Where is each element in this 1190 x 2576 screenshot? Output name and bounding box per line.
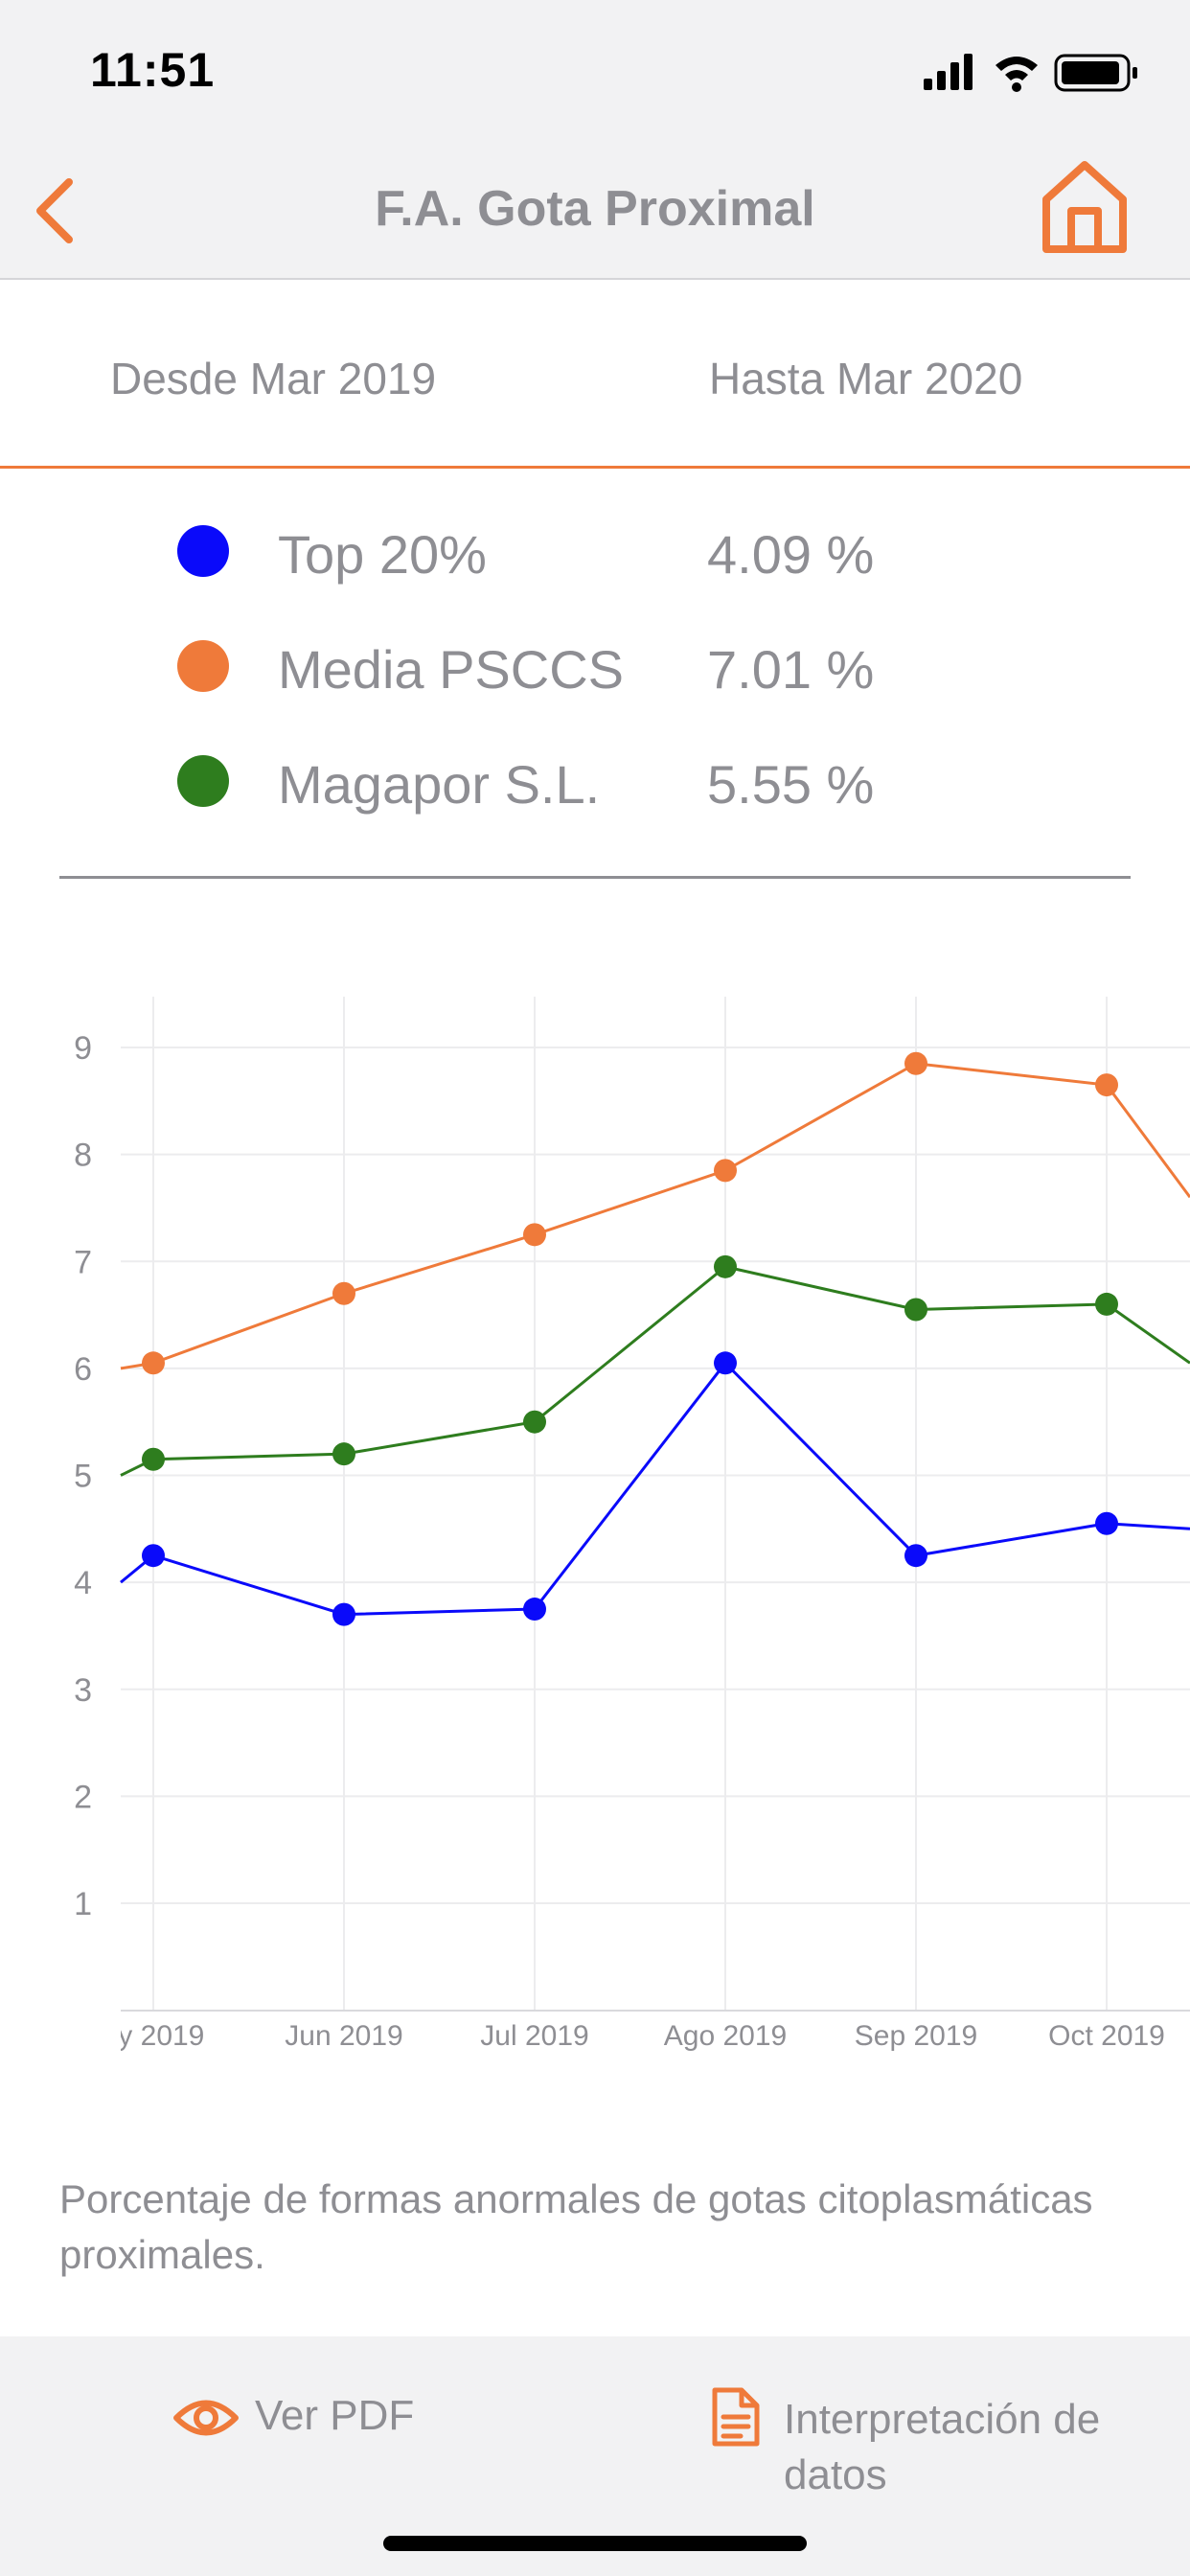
- data-point: [904, 1298, 927, 1322]
- date-from-selector[interactable]: Desde Mar 2019: [110, 354, 437, 403]
- x-tick-label: Ago 2019: [664, 2020, 787, 2052]
- data-point: [523, 1598, 546, 1622]
- eye-icon: [173, 2400, 239, 2436]
- y-tick-label: 3: [74, 1672, 92, 1709]
- chart-description: Porcentaje de formas anormales de gotas …: [59, 2176, 1093, 2277]
- navigation-bar: F.A. Gota Proximal: [0, 144, 1190, 280]
- data-point: [332, 1602, 355, 1626]
- data-point: [523, 1410, 546, 1434]
- data-point: [904, 1051, 927, 1075]
- back-button[interactable]: [23, 172, 90, 249]
- y-tick-label: 7: [74, 1244, 92, 1280]
- legend-dot: [177, 640, 229, 692]
- legend-item: Media PSCCS 7.01 %: [0, 623, 1190, 709]
- home-button[interactable]: [1039, 157, 1131, 257]
- data-point: [1095, 1073, 1118, 1097]
- data-point: [1095, 1292, 1118, 1316]
- document-icon: [712, 2387, 760, 2447]
- series-line: [120, 1361, 1190, 1617]
- data-point: [904, 1544, 927, 1568]
- line-chart[interactable]: 1 2 3 4 5 6 7 8 9 ay 2019 Jun 2019 Jul 2019 Ago 2019…: [0, 958, 1190, 2089]
- legend-item: Magapor S.L. 5.55 %: [0, 738, 1190, 824]
- status-time: 11:51: [90, 43, 216, 97]
- legend-dot: [177, 755, 229, 807]
- legend-item: Top 20% 4.09 %: [0, 508, 1190, 594]
- x-tick-label: Jun 2019: [285, 2020, 402, 2052]
- bottom-toolbar: Ver PDF Interpretación de datos: [0, 2336, 1190, 2576]
- status-bar: 11:51: [0, 0, 1190, 144]
- signal-icon: [924, 54, 973, 90]
- legend-name: Top 20%: [278, 524, 487, 585]
- chevron-left-icon: [36, 178, 73, 243]
- wifi-icon: [995, 57, 1038, 92]
- date-range: Desde Mar 2019 Hasta Mar 2020: [0, 280, 1190, 469]
- data-point: [142, 1544, 165, 1568]
- data-point: [332, 1281, 355, 1305]
- interpretation-label: Interpretación de datos: [784, 2396, 1101, 2498]
- data-point: [714, 1351, 737, 1375]
- y-tick-label: 4: [74, 1565, 92, 1601]
- y-tick-label: 8: [74, 1138, 92, 1174]
- y-tick-label: 2: [74, 1779, 92, 1815]
- interpretation-button[interactable]: Interpretación de datos: [709, 2386, 1150, 2501]
- x-tick-label: Sep 2019: [855, 2020, 977, 2052]
- data-point: [1095, 1511, 1118, 1535]
- data-point: [142, 1351, 165, 1375]
- y-tick-label: 5: [74, 1459, 92, 1495]
- date-to-selector[interactable]: Hasta Mar 2020: [709, 354, 1023, 403]
- page-title: F.A. Gota Proximal: [375, 181, 815, 237]
- axis-mask: [0, 2014, 121, 2072]
- legend-dot: [177, 525, 229, 577]
- legend-divider: [59, 876, 1131, 879]
- view-pdf-label: Ver PDF: [255, 2392, 415, 2439]
- x-tick-label: Jul 2019: [480, 2020, 588, 2052]
- legend-value: 7.01 %: [707, 639, 875, 700]
- home-icon: [1042, 161, 1127, 253]
- x-tick-label: Oct 2019: [1048, 2020, 1165, 2052]
- status-icons: [924, 52, 1144, 94]
- legend-name: Magapor S.L.: [278, 754, 601, 815]
- data-point: [714, 1159, 737, 1183]
- legend-name: Media PSCCS: [278, 639, 625, 700]
- data-point: [523, 1223, 546, 1247]
- legend-value: 5.55 %: [707, 754, 875, 815]
- legend-value: 4.09 %: [707, 524, 875, 585]
- series-line: [120, 1062, 1190, 1370]
- battery-icon: [1054, 54, 1137, 92]
- y-tick-label: 9: [74, 1030, 92, 1067]
- data-point: [142, 1447, 165, 1471]
- series-line: [120, 1265, 1190, 1477]
- home-indicator: [383, 2536, 807, 2551]
- data-point: [332, 1442, 355, 1466]
- y-tick-label: 6: [74, 1351, 92, 1388]
- y-tick-label: 1: [74, 1886, 92, 1922]
- data-point: [714, 1254, 737, 1278]
